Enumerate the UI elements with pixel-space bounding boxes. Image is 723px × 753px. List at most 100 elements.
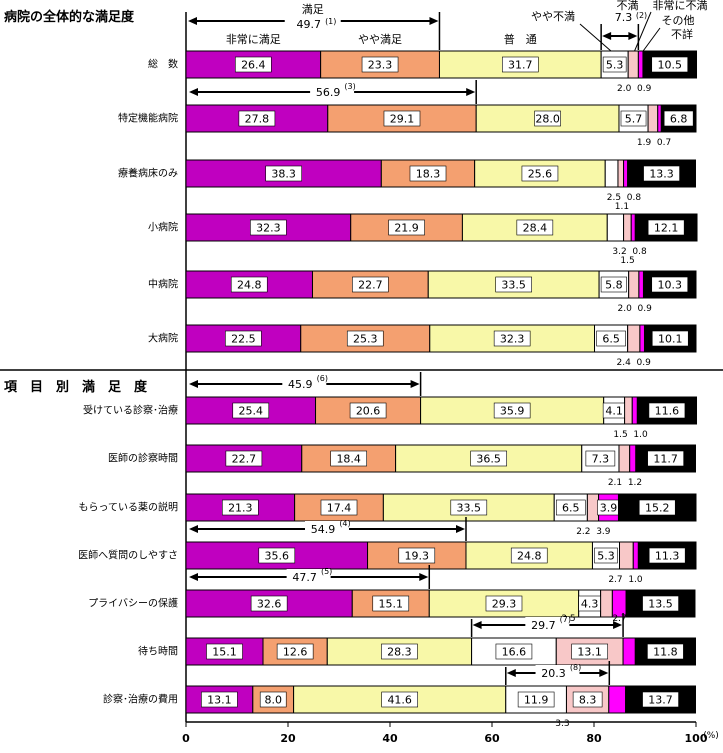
row-12-value-6: 13.7 (648, 694, 673, 707)
row-7-value-bg-2 (470, 450, 507, 467)
row-9-value-1: 19.3 (405, 550, 430, 563)
row-11-value-3: 16.6 (502, 646, 527, 659)
row-4-segment-4 (628, 270, 640, 299)
row-12-value-bg-4 (572, 691, 603, 708)
row-9-below-label-1: 1.0 (628, 575, 643, 585)
legend-satisfied-label-bg (284, 2, 341, 32)
row-12-bracket-mark: (8) (570, 663, 581, 672)
row-5-value-6: 10.1 (658, 333, 683, 346)
row-1-value-1: 29.1 (390, 113, 415, 126)
row-3-segment-3 (606, 213, 625, 242)
row-1-below-label-0: 1.9 (637, 138, 652, 148)
row-2-segment-5 (623, 159, 629, 188)
row-2-value-0: 38.3 (271, 168, 296, 181)
row-4-value-bg-3 (600, 276, 627, 293)
row-2-below-label-0: 2.5 (607, 193, 621, 203)
x-tick-label-0: 0 (182, 732, 190, 745)
row-0-segment-4 (627, 50, 639, 79)
row-7-segment-5 (629, 444, 637, 473)
row-12-value-bg-2 (381, 691, 418, 708)
row-5-below-label-1: 0.9 (636, 358, 651, 368)
row-10-segment-5 (611, 589, 627, 618)
legend-satisfied-value: 49.7 (296, 18, 321, 31)
row-0-value-2: 31.7 (508, 59, 533, 72)
row-0-value-0: 26.4 (241, 59, 266, 72)
row-4-value-bg-2 (495, 276, 532, 293)
row-1-label: 特定機能病院 (118, 112, 178, 125)
row-10-value-6: 13.5 (648, 598, 673, 611)
row-8-below-label-1: 3.9 (596, 527, 611, 537)
legend-leader-other (640, 27, 661, 55)
row-9-value-2: 24.8 (517, 550, 542, 563)
row-11-bracket-arrow-left (472, 621, 482, 629)
row-4-value-bg-6 (651, 276, 689, 293)
row-10-bracket-label-bg (286, 569, 331, 584)
row-9-value-bg-1 (398, 547, 436, 564)
row-11-value-bg-2 (381, 643, 418, 660)
row-6-bracket-arrow-left (189, 380, 198, 388)
row-12-value-bg-1 (259, 691, 287, 708)
row-1-value-6: 6.8 (670, 113, 688, 126)
row-5-value-1: 25.3 (353, 333, 378, 346)
row-7-value-bg-0 (225, 450, 263, 467)
row-2-segment-2 (474, 159, 606, 188)
row-12-bracket-arrow-left (506, 669, 516, 677)
row-6-value-0: 25.4 (239, 405, 264, 418)
row-1-value-bg-6 (663, 110, 694, 127)
row-3-value-6: 12.1 (654, 222, 679, 235)
x-tick-label-5: 100 (685, 732, 708, 745)
section-title-overall: 病院の全体的な満足度 (4, 9, 135, 25)
row-10-value-3: 4.3 (581, 598, 599, 611)
row-4-label: 中病院 (148, 278, 178, 291)
row-8-value-bg-3 (555, 499, 586, 516)
legend-dissatisfied-mark: (2) (636, 11, 647, 20)
row-2-value-bg-1 (409, 165, 447, 182)
row-4-below-label-1: 0.9 (638, 304, 653, 314)
row-5-value-bg-0 (225, 330, 262, 347)
row-6-label: 受けている診察･治療 (83, 404, 178, 417)
legend-dissat-arrow-arrow-left (602, 32, 612, 40)
row-4-value-0: 24.8 (237, 279, 262, 292)
row-9-bracket-arrow-right (455, 525, 465, 533)
row-11-value-1: 12.6 (283, 646, 308, 659)
row-5-below-label-0: 2.4 (616, 358, 631, 368)
row-1-bracket-mark: (3) (344, 82, 355, 91)
row-9-label: 医師へ質問のしやすさ (78, 549, 178, 562)
legend-neutral: 普 通 (504, 32, 537, 46)
row-11-value-bg-6 (647, 643, 684, 660)
row-8-segment-4 (586, 493, 600, 522)
row-12-bracket-value: 20.3 (541, 667, 566, 680)
row-3-label: 小病院 (148, 221, 178, 234)
legend-very-dissatisfied: 非常に不満 (653, 0, 708, 12)
row-7-label: 医師の診察時間 (108, 452, 178, 465)
row-7-value-bg-3 (585, 450, 616, 467)
row-6-bracket-arrow-right (410, 380, 420, 388)
row-1-value-bg-3 (620, 110, 647, 127)
row-9-value-6: 11.3 (655, 550, 680, 563)
row-6-segment-5 (631, 396, 638, 425)
x-tick-label-4: 80 (586, 732, 602, 745)
row-4-value-1: 22.7 (358, 279, 383, 292)
row-6-bracket-value: 45.9 (288, 378, 313, 391)
row-7-below-label-0: 2.1 (608, 478, 622, 488)
row-7-value-1: 18.4 (336, 453, 361, 466)
row-11-bracket-label-bg (525, 617, 570, 632)
row-10-bracket-arrow-right (419, 573, 429, 581)
row-0-label: 総 数 (148, 58, 178, 71)
legend-other: その他 (662, 14, 695, 27)
row-0-segment-5 (637, 50, 644, 79)
row-4-value-3: 5.8 (605, 279, 623, 292)
row-5-value-bg-6 (651, 330, 689, 347)
row-3-value-bg-0 (250, 219, 287, 236)
row-1-value-2: 28.0 (535, 113, 560, 126)
row-12-bracket-label-bg (535, 665, 580, 680)
row-9-bracket-arrow-left (189, 525, 198, 533)
row-8-value-5: 3.9 (600, 502, 618, 515)
x-tick-label-2: 40 (382, 732, 398, 745)
row-11-value-bg-0 (206, 643, 243, 660)
row-10-value-0: 32.6 (257, 598, 282, 611)
row-5-value-bg-2 (493, 330, 531, 347)
row-9-value-bg-3 (594, 547, 618, 564)
row-2-value-bg-6 (643, 165, 680, 182)
